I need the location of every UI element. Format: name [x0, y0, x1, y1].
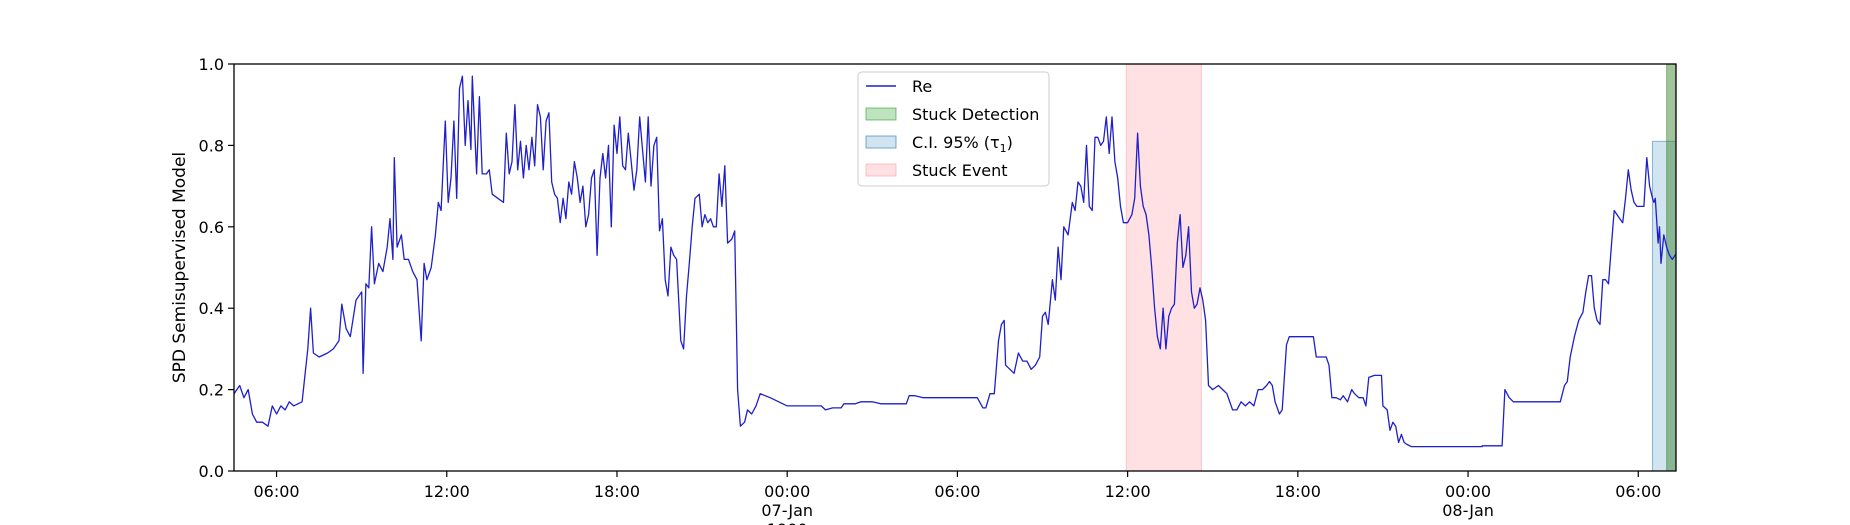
x-tick-date-label: 07-Jan: [761, 501, 813, 520]
x-tick-label: 18:00: [594, 482, 640, 501]
y-tick-label: 1.0: [199, 55, 224, 74]
legend-label-re: Re: [912, 77, 932, 96]
y-axis: 0.0 0.2 0.4 0.6 0.8 1.0: [199, 55, 234, 481]
series-group: [234, 75, 1676, 448]
y-tick-label: 0.4: [199, 299, 224, 318]
plot-frame: [233, 63, 1677, 472]
legend-label-stuck-event: Stuck Event: [912, 161, 1008, 180]
series-line-re: [234, 75, 1676, 448]
legend-swatch-c-i-95: [865, 135, 897, 149]
legend-swatch-stuck-event: [865, 163, 897, 177]
x-tick-label: 12:00: [1105, 482, 1151, 501]
x-tick-year-label: 1900: [767, 520, 808, 525]
x-axis: 06:0012:0018:0000:0007-Jan190006:0012:00…: [253, 471, 1661, 525]
legend-label-c-i-95: C.I. 95% (τ1): [912, 133, 1013, 155]
y-tick-label: 0.8: [199, 136, 224, 155]
x-tick-date-label: 08-Jan: [1442, 501, 1494, 520]
x-tick-label: 06:00: [1615, 482, 1661, 501]
legend-label-stuck-detection: Stuck Detection: [912, 105, 1039, 124]
x-tick-label: 12:00: [424, 482, 470, 501]
legend-swatch-stuck-detection: [865, 107, 897, 121]
x-tick-label: 06:00: [253, 482, 299, 501]
region-stuck-detection: [1666, 64, 1676, 471]
legend: Re Stuck Detection C.I. 95% (τ1) Stuck Even…: [857, 71, 1050, 187]
y-tick-label: 0.6: [199, 218, 224, 237]
legend-box: [857, 71, 1050, 187]
shaded-regions: [1125, 64, 1676, 471]
x-tick-label: 18:00: [1275, 482, 1321, 501]
y-tick-label: 0.2: [199, 381, 224, 400]
x-tick-label: 00:00: [1445, 482, 1491, 501]
x-tick-label: 06:00: [934, 482, 980, 501]
y-tick-label: 0.0: [199, 462, 224, 481]
x-tick-label: 00:00: [764, 482, 810, 501]
y-axis-label: SPD Semisupervised Model: [170, 152, 190, 383]
region-stuck-event: [1125, 64, 1202, 471]
